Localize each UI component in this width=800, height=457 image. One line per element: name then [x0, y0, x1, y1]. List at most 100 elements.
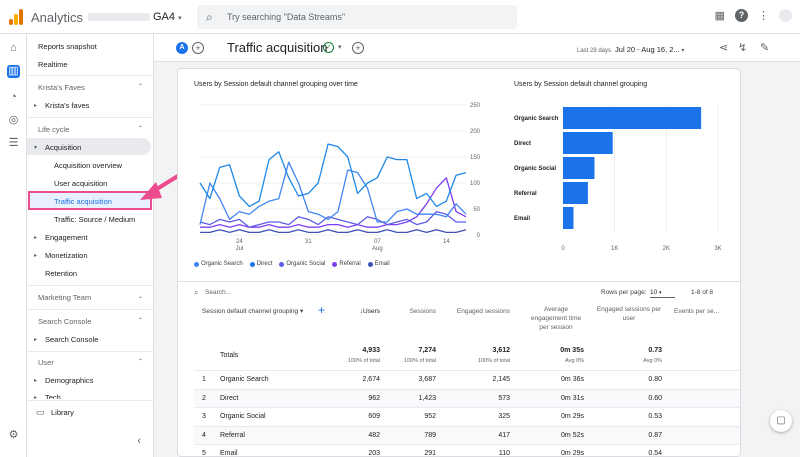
legend-item[interactable]: Referral — [332, 261, 361, 267]
totals-engaged-pct: 100% of total — [477, 358, 510, 364]
sidebar-group-kristas-faves[interactable]: Krista's Faves — [38, 83, 85, 92]
row-users: 2,674 — [362, 376, 380, 383]
chevron-down-icon[interactable]: ▾ — [338, 44, 342, 51]
col-engaged-sessions[interactable]: Engaged sessions — [456, 308, 510, 315]
row-sessions: 789 — [424, 431, 436, 439]
y-tick-label: 250 — [470, 103, 481, 109]
sidebar-item-reports-snapshot[interactable]: Reports snapshot — [38, 42, 97, 51]
table-row[interactable]: 4 Referral 482 789 417 0m 52s 0.87 — [194, 425, 740, 444]
sidebar-item-engagement[interactable]: Engagement — [45, 233, 88, 242]
chevron-down-icon: ▾ — [299, 308, 304, 315]
row-index: 5 — [202, 450, 206, 457]
table-search-input[interactable]: Search... — [205, 289, 232, 296]
bar-direct — [563, 132, 613, 154]
legend-item[interactable]: Email — [367, 261, 390, 267]
check-circle-icon[interactable]: ✓ — [323, 42, 334, 53]
sidebar-item-acquisition-overview[interactable]: Acquisition overview — [54, 161, 122, 170]
sidebar-item-demographics[interactable]: Demographics — [45, 376, 94, 385]
table-row[interactable]: 3 Organic Social 609 952 325 0m 29s 0.53 — [194, 407, 740, 425]
row-engaged-sessions: 2,145 — [492, 376, 510, 383]
sidebar-group-marketing-team[interactable]: Marketing Team — [38, 293, 92, 302]
add-dimension-icon[interactable]: + — [318, 303, 326, 317]
configure-icon[interactable]: ☰ — [8, 137, 19, 149]
caret-down-icon: ▾ — [34, 145, 38, 151]
totals-avg-time-sub: Avg 0% — [565, 358, 584, 364]
row-engaged-sessions: 110 — [498, 450, 510, 457]
advertising-icon[interactable]: ◎ — [8, 114, 19, 126]
legend-label: Organic Search — [201, 261, 243, 267]
col-users[interactable]: ↓Users — [359, 308, 380, 315]
row-index: 2 — [202, 394, 206, 402]
caret-right-icon: ▸ — [34, 103, 38, 109]
feedback-icon[interactable]: ▢ — [770, 410, 792, 432]
legend-item[interactable]: Organic Search — [194, 261, 243, 267]
bar-chart[interactable]: 0 1K 2K 3K Organic Search Direct Organic Socia… — [508, 69, 741, 259]
share-icon[interactable]: ⋖ — [719, 42, 729, 54]
chevron-up-icon[interactable]: ⌃ — [138, 318, 144, 324]
edit-pencil-icon[interactable]: ✎ — [760, 42, 770, 54]
caret-right-icon: ▸ — [34, 235, 38, 241]
row-channel-name: Referral — [220, 431, 245, 439]
sidebar-item-acquisition[interactable]: Acquisition — [45, 143, 82, 152]
bar-email — [563, 207, 574, 229]
chevron-up-icon[interactable]: ⌃ — [138, 359, 144, 365]
sidebar-item-tech[interactable]: Tech — [45, 393, 61, 399]
table-row[interactable]: 1 Organic Search 2,674 3,687 2,145 0m 36s 0.80 — [194, 370, 740, 388]
date-range-picker[interactable]: Last 28 days Jul 20 - Aug 16, 2... ▾ — [577, 45, 684, 54]
apps-grid-icon[interactable]: ▦ — [714, 10, 725, 22]
row-sessions: 952 — [424, 413, 436, 420]
col-sessions[interactable]: Sessions — [409, 308, 436, 315]
col-events-per-session[interactable]: Events per se... — [674, 308, 720, 315]
divider — [27, 400, 154, 401]
insights-icon[interactable]: ↯ — [738, 42, 748, 54]
add-icon[interactable]: + — [352, 42, 364, 54]
sidebar-item-search-console[interactable]: Search Console — [45, 335, 99, 344]
sidebar-item-retention[interactable]: Retention — [45, 269, 78, 278]
sidebar-item-traffic-source-medium[interactable]: Traffic: Source / Medium — [54, 215, 136, 224]
table-row[interactable]: 2 Direct 962 1,423 573 0m 31s 0.60 — [194, 388, 740, 407]
dimension-header[interactable]: Session default channel grouping ▾ — [202, 307, 303, 316]
collapse-chevron-icon[interactable]: ‹ — [137, 435, 141, 447]
sidebar-item-kristas-faves[interactable]: Krista's faves — [45, 101, 90, 110]
sidebar-item-monetization[interactable]: Monetization — [45, 251, 88, 260]
legend-item[interactable]: Organic Social — [279, 261, 325, 267]
avatar[interactable] — [779, 9, 792, 22]
explore-icon[interactable]: ◔ — [10, 91, 17, 103]
reports-icon[interactable]: ▥ — [7, 65, 20, 78]
search-icon: ⌕ — [206, 10, 213, 24]
legend-item[interactable]: Direct — [249, 261, 272, 267]
chevron-up-icon[interactable]: ⌃ — [138, 84, 144, 90]
totals-label: Totals — [220, 352, 239, 359]
row-channel-name: Organic Social — [220, 413, 266, 420]
chart-legend: Organic Search Direct Organic Social Referr… — [194, 261, 390, 267]
sidebar-item-realtime[interactable]: Realtime — [38, 60, 68, 69]
chevron-down-icon[interactable]: ⌄ — [138, 294, 144, 300]
sidebar-group-life-cycle[interactable]: Life cycle — [38, 125, 70, 134]
comparison-chip[interactable]: A — [176, 42, 188, 54]
row-users: 962 — [368, 394, 380, 402]
sidebar-group-search-console[interactable]: Search Console — [38, 317, 92, 326]
help-icon[interactable]: ? — [735, 9, 748, 22]
home-icon[interactable]: ⌂ — [10, 42, 17, 54]
analytics-logo-icon[interactable] — [9, 9, 23, 25]
page-title: Traffic acquisition — [227, 40, 328, 55]
report-sidebar: Reports snapshot Realtime Krista's Faves… — [27, 34, 154, 457]
more-vert-icon[interactable]: ⋮ — [758, 10, 769, 22]
account-name-redacted — [88, 13, 150, 22]
col-engaged-sessions-per-user[interactable]: Engaged sessions per user — [596, 306, 662, 322]
table-row[interactable]: 5 Email 203 291 110 0m 29s 0.54 — [194, 444, 740, 457]
add-comparison-icon[interactable]: + — [192, 42, 204, 54]
account-selector[interactable]: GA4 ▾ — [88, 11, 182, 23]
settings-icon[interactable]: ⚙ — [8, 429, 19, 441]
search-box[interactable]: ⌕ Try searching "Data Streams" — [197, 5, 517, 29]
col-avg-engagement-time[interactable]: Average engagement time per session — [530, 306, 582, 331]
sidebar-item-traffic-acquisition[interactable]: Traffic acquisition — [54, 197, 112, 206]
sidebar-group-user[interactable]: User — [38, 358, 54, 367]
totals-engaged: 3,612 — [492, 347, 510, 354]
rows-per-page-select[interactable]: 10 ▾ — [650, 287, 675, 298]
chevron-up-icon[interactable]: ⌃ — [138, 126, 144, 132]
row-avg-time: 0m 29s — [561, 413, 584, 420]
sidebar-item-library[interactable]: Library — [51, 408, 74, 417]
sidebar-item-user-acquisition[interactable]: User acquisition — [54, 179, 108, 188]
